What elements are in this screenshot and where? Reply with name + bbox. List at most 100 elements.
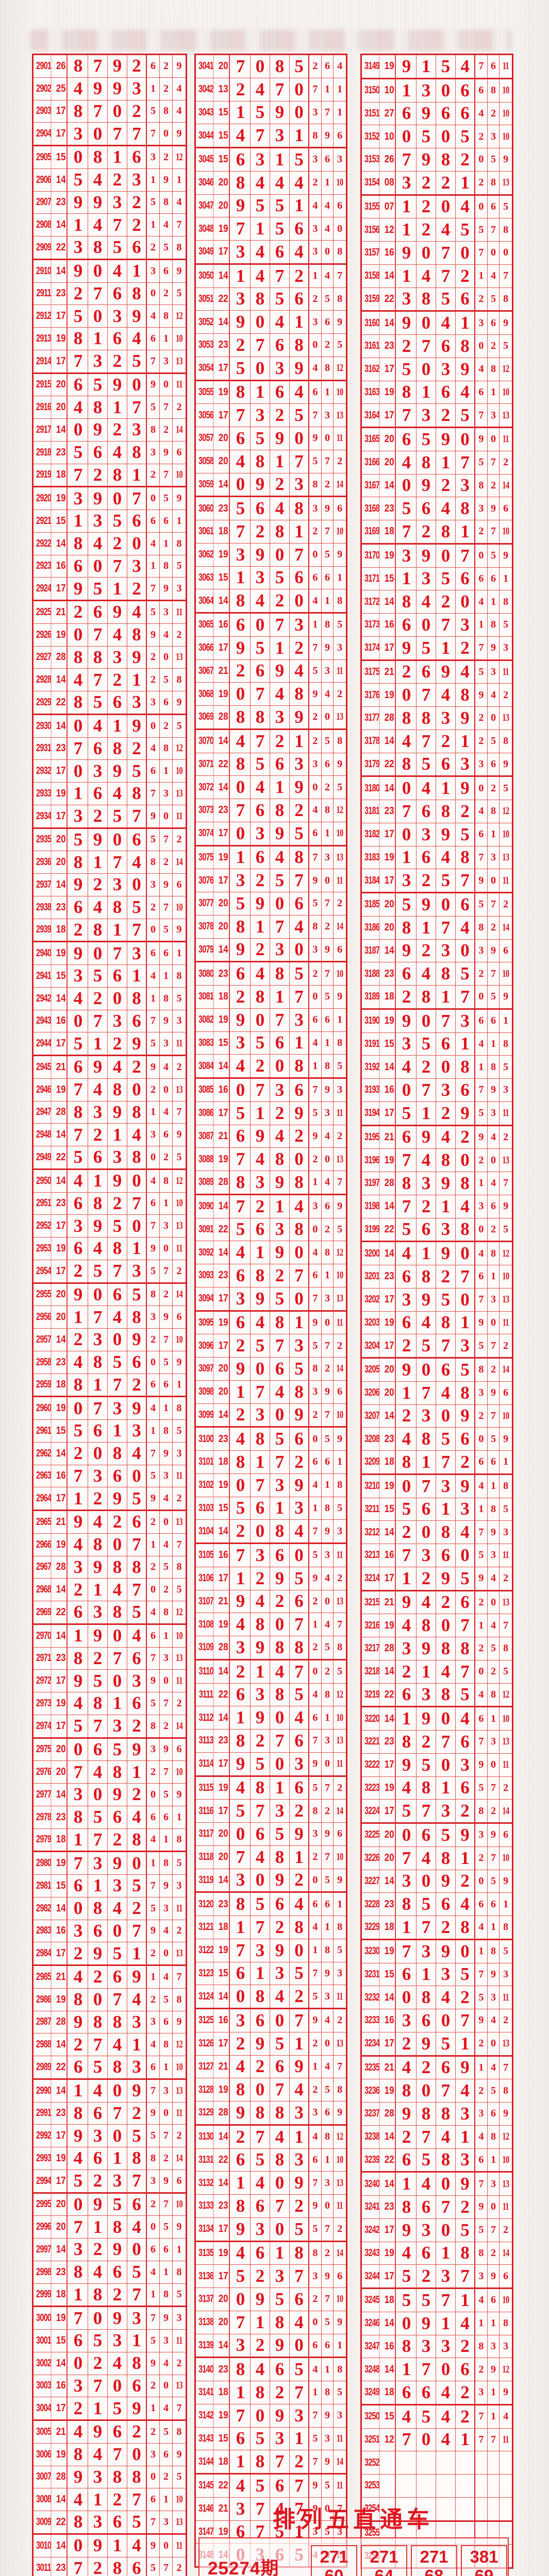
aux-cell: 14 [502, 1364, 510, 1376]
digit-cell: 4 [231, 450, 251, 473]
digit-cell: 6 [397, 1311, 417, 1334]
digit-cell: 8 [456, 335, 475, 358]
period-cell: 3061 [199, 520, 214, 543]
digit-cell: 8 [456, 1172, 475, 1195]
aux-cell: 1 [309, 1055, 322, 1077]
aux-cell: 4 [322, 683, 334, 705]
lottery-row: 2931 23 7 6 8 2 4 8 12 [34, 737, 186, 760]
period-cell: 2919 [37, 464, 52, 486]
aux-cell: 4 [160, 214, 173, 236]
digit-cell: 0 [108, 487, 127, 510]
digit-cell: 7 [251, 1380, 270, 1403]
sum-cell: 18 [384, 1916, 396, 1939]
digit-cell: 5 [290, 55, 309, 78]
aux-cell: 5 [309, 892, 322, 915]
digit-cell: 1 [436, 777, 456, 800]
aux-cell: 7 [475, 1521, 488, 1544]
sum-cell: 14 [55, 1329, 68, 1351]
period-cell: 3130 [199, 2125, 214, 2148]
aux-cell: 8 [160, 191, 173, 214]
digit-cell: 5 [108, 2193, 127, 2216]
aux-cell: 9 [309, 1125, 322, 1148]
aux-cell: 0 [160, 1670, 173, 1692]
period-cell: 3112 [199, 1706, 214, 1729]
aux-cell: 6 [337, 129, 343, 141]
digit-cell: 0 [436, 1614, 456, 1637]
aux-cell: 0 [488, 1591, 500, 1614]
digit-cell: 2 [417, 1195, 436, 1218]
sum-cell: 17 [55, 1260, 68, 1282]
sum-cell: 15 [384, 1963, 396, 1986]
period-cell: 2952 [37, 1215, 52, 1237]
aux-cell: 13 [502, 409, 510, 421]
aux-cell: 2 [488, 335, 500, 358]
digit-cell: 2 [127, 1784, 147, 1806]
digit-cell: 2 [417, 171, 436, 194]
aux-cell: 12 [336, 1688, 344, 1700]
lottery-row: 2978 23 8 5 6 4 6 6 1 [34, 1806, 186, 1829]
aux-cell: 1 [309, 1613, 322, 1636]
digit-cell: 7 [69, 1465, 88, 1487]
period-cell: 3182 [365, 823, 380, 846]
aux-cell: 1 [475, 2056, 488, 2079]
digit-cell: 3 [417, 1404, 436, 1428]
aux-cell: 7 [322, 2217, 334, 2241]
aux-cell: 13 [502, 1154, 510, 1166]
digit-cell [397, 2521, 417, 2545]
digit-cell: 5 [456, 2218, 475, 2242]
period-cell: 2938 [37, 896, 52, 919]
aux-cell: 9 [160, 1010, 173, 1032]
lottery-row: 2995 20 0 9 5 6 2 7 10 [34, 2193, 186, 2216]
aux-cell: 5 [475, 1101, 488, 1125]
sum-cell: 28 [218, 1171, 230, 1194]
period-cell: 3113 [199, 1730, 214, 1752]
lottery-row: 3130 14 2 7 4 1 4 8 12 [196, 2125, 346, 2149]
digit-cell: 5 [108, 1738, 127, 1761]
digit-cell: 1 [88, 1170, 108, 1192]
digit-cell: 7 [397, 800, 417, 823]
digit-cell: 5 [456, 1963, 475, 1986]
aux-cell: 8 [176, 1561, 182, 1573]
sum-cell: 16 [218, 1544, 230, 1567]
aux-cell: 2 [503, 1131, 509, 1143]
digit-cell: 2 [108, 350, 127, 372]
digit-cell: 7 [251, 683, 270, 705]
sum-cell: 28 [55, 2466, 68, 2488]
aux-cell: 5 [176, 1151, 182, 1163]
sum-cell: 16 [55, 1465, 68, 1487]
aux-cell: 0 [488, 2196, 500, 2218]
aux-cell: 5 [337, 1944, 343, 1956]
digit-cell: 4 [417, 2173, 436, 2195]
digit-cell: 3 [417, 2218, 436, 2242]
digit-cell: 4 [127, 1806, 147, 1828]
period-cell: 2941 [37, 965, 52, 987]
digit-cell: 9 [436, 823, 456, 846]
digit-cell: 7 [417, 1475, 436, 1498]
period-cell: 3165 [365, 428, 380, 451]
digit-cell: 7 [456, 2009, 475, 2032]
digit-cell: 0 [231, 1985, 251, 2008]
digit-cell: 1 [270, 1776, 290, 1800]
digit-cell: 3 [127, 419, 147, 441]
digit-cell: 2 [417, 520, 436, 543]
lottery-row: 3076 17 3 2 5 7 9 0 11 [196, 869, 346, 892]
sum-cell: 28 [55, 1101, 68, 1124]
aux-cell: 3 [147, 2443, 160, 2466]
lottery-row: 3065 16 6 0 7 3 1 8 5 [196, 614, 346, 637]
sum-cell: 23 [384, 1265, 396, 1288]
aux-cell: 0 [322, 1590, 334, 1613]
digit-cell: 8 [108, 2557, 127, 2576]
digit-cell: 2 [69, 1942, 88, 1964]
lottery-row: 3237 28 9 8 8 3 3 6 9 [362, 2103, 512, 2126]
period-cell: 3063 [199, 566, 214, 589]
digit-cell: 2 [456, 2381, 475, 2404]
digit-cell: 0 [270, 543, 290, 566]
lottery-row: 3059 14 0 9 2 3 8 2 14 [196, 473, 346, 498]
lottery-row: 3072 14 0 4 1 9 0 2 5 [196, 776, 346, 799]
aux-cell: 5 [176, 2289, 182, 2300]
sum-cell: 16 [384, 2335, 396, 2358]
period-cell: 3169 [365, 520, 380, 543]
digit-cell: 8 [417, 1776, 436, 1800]
digit-cell: 4 [456, 1521, 475, 1544]
aux-cell [475, 2475, 488, 2497]
